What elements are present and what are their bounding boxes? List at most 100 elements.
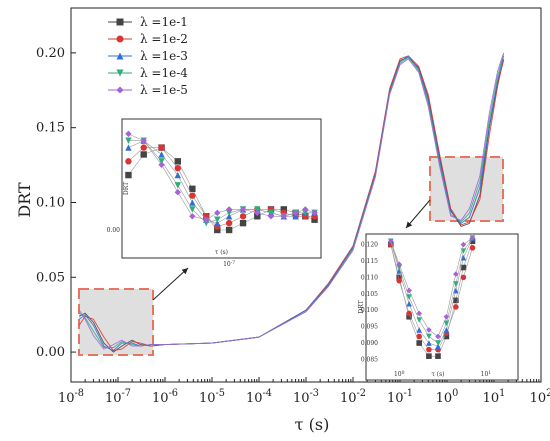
- arrow-left-inset: [152, 267, 189, 301]
- inset-right-marker: [443, 313, 450, 320]
- inset-left-marker: [214, 209, 221, 217]
- inset-left-marker: [158, 161, 165, 168]
- inset-left-marker: [203, 216, 210, 223]
- x-tick-label: 10-6: [152, 388, 178, 406]
- tick-exponent: -7: [122, 388, 132, 399]
- legend-label: λ =1e-5: [140, 83, 188, 97]
- inset-right-marker: [416, 317, 423, 323]
- inset-right-marker: [460, 254, 467, 261]
- inset-left-y-tick: 0.00: [107, 227, 121, 234]
- inset-left-marker: [174, 165, 181, 172]
- inset-right-y-tick: 0.115: [361, 258, 378, 265]
- inset-left-marker: [302, 206, 309, 213]
- tick-exponent: -6: [169, 388, 179, 399]
- inset-left-marker: [174, 171, 181, 179]
- x-tick-label: 10-5: [199, 388, 225, 406]
- inset-right-marker: [426, 340, 432, 346]
- inset-right-plot: 0.120 0.115 0.110 0.105 0.100 0.095 0.090 0.085…: [358, 233, 519, 381]
- inset-left-marker: [280, 206, 287, 213]
- y-tick-label: 0.15: [36, 121, 65, 136]
- inset-right-marker: [406, 300, 412, 307]
- tick-base: 10: [436, 391, 453, 406]
- tick-exponent: -8: [75, 388, 85, 399]
- inset-right-marker: [416, 310, 423, 317]
- inset-right-marker: [426, 327, 432, 333]
- tick-exponent: -1: [404, 388, 414, 399]
- x-tick-label: 10-2: [340, 388, 366, 406]
- inset-right-y-tick: 0.120: [361, 242, 378, 249]
- tick-base: 10: [387, 391, 404, 406]
- legend-marker: [116, 86, 124, 94]
- inset-right-marker: [460, 274, 467, 281]
- inset-right-marker: [396, 277, 403, 284]
- inset-right-marker: [435, 343, 441, 350]
- inset-right-marker: [406, 287, 412, 294]
- inset-right-y-tick: 0.100: [361, 307, 378, 314]
- inset-right-marker: [416, 327, 423, 333]
- y-tick-label: 0.20: [36, 46, 65, 61]
- inset-left-marker: [125, 171, 132, 179]
- inset-right-marker: [406, 294, 412, 300]
- tick-exponent: 1: [488, 370, 491, 376]
- series-line-5: [78, 52, 505, 350]
- inset-left-marker: [189, 206, 196, 213]
- tick-exponent: 0: [452, 388, 458, 399]
- inset-left-frame: [121, 118, 322, 259]
- inset-left-x-tick: 10-7: [223, 260, 235, 268]
- inset-right-marker: [453, 297, 459, 304]
- inset-right-y-tick: 0.090: [361, 340, 378, 347]
- inset-right-marker: [469, 245, 476, 251]
- inset-right-x-tick: 100: [394, 370, 405, 378]
- legend-label: λ =1e-3: [140, 49, 188, 63]
- tick-base: 10: [293, 391, 310, 406]
- inset-right-marker: [453, 281, 459, 287]
- tick-base: 10: [199, 391, 216, 406]
- legend: λ =1e-1 λ =1e-2 λ =1e-3 λ =1e-4 λ =1e-5: [108, 15, 188, 97]
- inset-right-marker: [469, 235, 476, 241]
- inset-right-line: [390, 244, 473, 350]
- inset-right-x-tick: 101: [481, 370, 492, 378]
- legend-marker: [116, 52, 124, 60]
- x-tick-label: 101: [483, 388, 506, 406]
- legend-label: λ =1e-1: [140, 15, 188, 29]
- x-tick-label: 10-4: [246, 388, 272, 406]
- inset-right-marker: [435, 353, 441, 359]
- inset-left-marker: [267, 213, 275, 220]
- inset-left-marker: [239, 219, 247, 227]
- inset-right-marker: [416, 333, 423, 340]
- legend-label: λ =1e-4: [140, 66, 188, 80]
- inset-left-marker: [189, 185, 196, 192]
- inset-left-marker: [203, 219, 210, 227]
- inset-right-marker: [453, 271, 459, 277]
- inset-left-marker: [267, 209, 275, 217]
- inset-left-marker: [125, 130, 132, 138]
- tick-exponent: 0: [402, 370, 405, 376]
- inset-left-marker: [292, 209, 299, 217]
- inset-right-marker: [469, 238, 476, 245]
- inset-left-marker: [302, 209, 309, 217]
- inset-left-marker: [125, 137, 132, 144]
- arrow-right-inset: [405, 199, 431, 229]
- inset-right-marker: [406, 313, 412, 320]
- inset-left-marker: [239, 206, 247, 213]
- inset-right-line: [390, 237, 473, 347]
- inset-left-marker: [254, 206, 261, 213]
- tick-base: 10: [58, 391, 75, 406]
- inset-left-marker: [225, 209, 233, 217]
- inset-left-marker: [140, 151, 147, 158]
- inset-left-marker: [174, 182, 181, 189]
- legend-label: λ =1e-2: [140, 32, 188, 46]
- inset-right-line: [390, 237, 473, 337]
- legend-marker: [116, 69, 124, 77]
- tick-base: 10: [530, 391, 547, 406]
- inset-right-marker: [443, 333, 450, 340]
- inset-right-y-tick: 0.085: [361, 356, 378, 363]
- inset-right-marker: [453, 304, 459, 310]
- inset-left-marker: [158, 144, 165, 151]
- inset-right-marker: [396, 261, 403, 268]
- tick-exponent: -7: [231, 260, 236, 266]
- tick-base: 10: [223, 261, 231, 268]
- inset-left-marker: [254, 209, 261, 217]
- inset-left-marker: [174, 189, 181, 196]
